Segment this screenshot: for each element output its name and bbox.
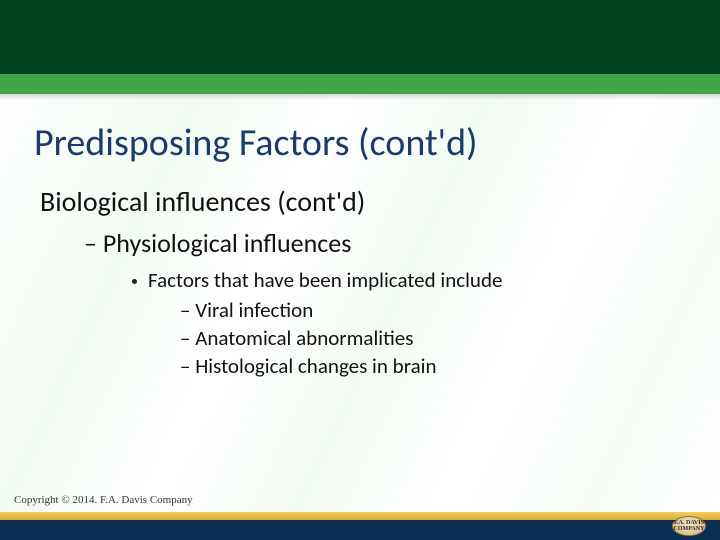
bullet-level2: Physiological influences <box>84 227 680 259</box>
bullet-level3: Factors that have been implicated includ… <box>132 267 680 293</box>
footer-band: F.A. DAVIS COMPANY <box>0 510 720 540</box>
content-area: Biological influences (cont'd) Physiolog… <box>40 180 680 381</box>
footer-dark-band <box>0 520 720 540</box>
header-dark-band <box>0 0 720 74</box>
footer-gold-band <box>0 512 720 520</box>
bullet-level4-a: Viral infection <box>180 297 680 323</box>
bullet-level4-c: Histological changes in brain <box>180 353 680 379</box>
header-band <box>0 0 720 98</box>
slide: Predisposing Factors (cont'd) Biological… <box>0 0 720 540</box>
logo-text: F.A. DAVIS COMPANY <box>673 520 705 532</box>
copyright-text: Copyright © 2014. F.A. Davis Company <box>14 494 193 506</box>
slide-title: Predisposing Factors (cont'd) <box>34 120 684 166</box>
bullet-level1: Biological influences (cont'd) <box>40 184 680 219</box>
bullet-level4-b: Anatomical abnormalities <box>180 325 680 351</box>
header-light-band <box>0 74 720 94</box>
logo-oval-icon: F.A. DAVIS COMPANY <box>672 516 706 536</box>
publisher-logo: F.A. DAVIS COMPANY <box>672 516 706 536</box>
